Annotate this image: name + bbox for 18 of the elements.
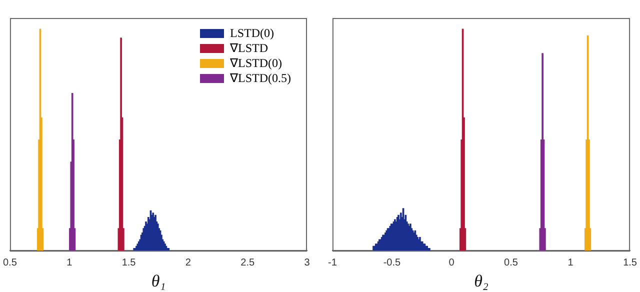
legend-label: ∇LSTD (230, 41, 268, 56)
x-tick-label: 0.5 (3, 257, 18, 268)
x-tick-label: 2 (185, 257, 192, 268)
x-tick-label: 3 (304, 257, 310, 268)
x-tick-label: 1.5 (623, 257, 638, 268)
x-axis-title: θ₁ (151, 271, 166, 290)
legend-label: ∇LSTD(0.5) (230, 71, 291, 86)
x-axis-title: θ₂ (474, 271, 488, 290)
x-tick-label: -1 (328, 257, 338, 268)
legend-label: LSTD(0) (230, 26, 274, 41)
x-tick-label: 1.5 (122, 257, 136, 268)
legend-label: ∇LSTD(0) (230, 56, 282, 71)
x-tick-label: 0 (448, 257, 455, 268)
x-tick-label: -0.5 (383, 257, 402, 268)
x-tick-label: 1 (66, 257, 73, 268)
x-tick-label: 2.5 (240, 257, 255, 268)
x-tick-label: 1 (568, 257, 574, 268)
x-tick-label: 0.5 (504, 257, 518, 268)
